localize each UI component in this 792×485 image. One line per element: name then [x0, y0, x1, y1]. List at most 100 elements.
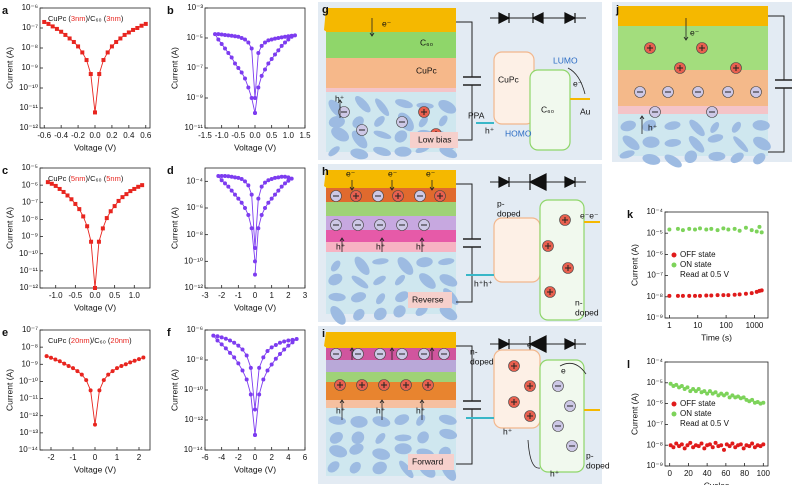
data-point — [709, 226, 714, 231]
x-tick-label: 0 — [253, 453, 258, 462]
data-point — [704, 227, 709, 232]
blob — [664, 138, 682, 147]
x-tick-label: -3 — [201, 291, 209, 300]
data-point — [715, 228, 720, 233]
diode — [564, 12, 577, 24]
data-point — [721, 293, 726, 298]
y-tick-label: 10⁻⁷ — [647, 271, 663, 280]
y-tick-label: 10⁻⁵ — [647, 378, 663, 387]
y-tick-label: 10⁻⁶ — [187, 325, 203, 334]
data-point — [63, 32, 68, 37]
data-point — [687, 226, 692, 231]
doping-label: doped — [470, 356, 494, 366]
arrow-head — [389, 347, 395, 352]
data-point — [79, 372, 84, 377]
x-tick-label: -2 — [47, 453, 55, 462]
layer — [326, 58, 456, 88]
data-point — [89, 239, 94, 244]
data-point — [246, 85, 251, 90]
data-point — [741, 446, 746, 451]
x-tick-label: 4 — [286, 453, 291, 462]
x-axis-label: Voltage (V) — [234, 142, 276, 152]
blob — [438, 115, 448, 127]
blob — [329, 431, 343, 444]
blob — [394, 443, 412, 455]
title-part: 3nm — [71, 14, 86, 23]
blob — [395, 99, 413, 109]
data-point — [696, 387, 701, 392]
x-tick-label: 1 — [269, 291, 274, 300]
data-point — [721, 447, 726, 452]
arrow — [527, 439, 541, 469]
arrow-head — [683, 36, 689, 41]
y-axis-label: Current (A) — [169, 47, 179, 89]
data-point — [256, 226, 261, 231]
hole: h⁺h⁺ — [474, 278, 493, 288]
data-point — [71, 39, 76, 44]
diode — [564, 176, 577, 188]
data-point — [253, 259, 257, 264]
data-point — [730, 441, 735, 446]
blob — [328, 292, 346, 302]
data-point — [232, 340, 237, 345]
blob — [394, 146, 412, 157]
y-axis-label: Current (A) — [4, 369, 14, 411]
electron: e⁻ — [527, 339, 537, 349]
data-point — [226, 184, 231, 189]
data-point — [688, 440, 693, 445]
blob — [372, 448, 391, 460]
data-point — [732, 292, 737, 297]
title-part: CuPc ( — [48, 14, 71, 23]
data-point — [216, 37, 221, 42]
data-point — [128, 360, 133, 365]
x-tick-label: 40 — [703, 469, 712, 478]
x-tick-label: 0.0 — [89, 131, 101, 140]
hole: h⁺ — [376, 405, 386, 415]
data-point — [249, 226, 254, 231]
x-tick-label: -1 — [235, 291, 243, 300]
data-point — [123, 362, 128, 367]
plot-frame — [204, 167, 306, 289]
data-point — [699, 441, 704, 446]
hole: h⁺ — [485, 125, 495, 135]
data-point — [761, 400, 766, 405]
y-axis-label: Current (A) — [4, 207, 14, 249]
y-tick-label: 10⁻⁹ — [21, 63, 38, 72]
blob — [689, 119, 705, 137]
blob — [620, 120, 636, 132]
blob — [355, 96, 371, 113]
arrow-head — [369, 32, 375, 37]
data-point — [233, 175, 237, 180]
data-point — [81, 214, 86, 219]
blob — [642, 136, 660, 148]
data-point — [50, 24, 55, 29]
data-point — [253, 96, 257, 100]
blob — [753, 152, 766, 165]
blob — [349, 443, 364, 455]
layer — [326, 88, 456, 92]
data-point — [253, 111, 257, 115]
data-point — [244, 353, 249, 358]
data-point — [693, 389, 698, 394]
doping-label: p- — [497, 198, 505, 208]
data-point — [236, 196, 241, 201]
data-point — [269, 56, 274, 61]
blob — [328, 273, 343, 286]
data-point — [97, 72, 102, 77]
data-point — [761, 442, 766, 447]
data-point — [671, 445, 676, 450]
electron: e⁻ — [382, 18, 392, 28]
blob — [372, 258, 389, 265]
wire — [456, 183, 473, 303]
data-point — [733, 445, 738, 450]
x-tick-label: -6 — [201, 453, 209, 462]
title-part: 5nm — [106, 174, 121, 183]
data-point — [249, 46, 254, 51]
blob — [664, 154, 682, 168]
arrow-head — [379, 399, 385, 404]
x-axis-label: Voltage (V) — [74, 464, 116, 474]
blob — [438, 258, 455, 266]
data-point — [713, 440, 718, 445]
blob — [707, 134, 724, 143]
